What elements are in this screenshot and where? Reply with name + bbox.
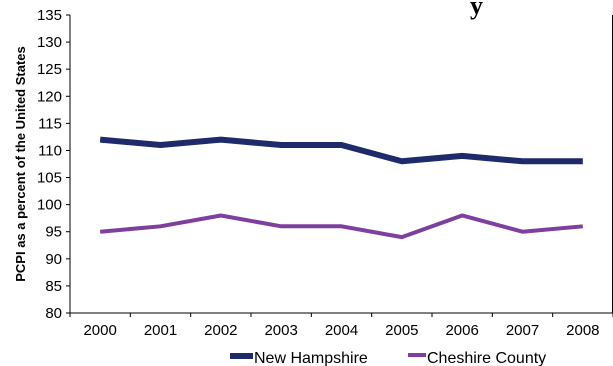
- x-tick-label: 2006: [445, 322, 478, 339]
- x-tick-label: 2000: [83, 322, 116, 339]
- legend: New Hampshire Cheshire County: [230, 350, 546, 366]
- plot-area: 80 85 90 95 100 105 110 115 120 125 130 135 2000 2001…: [37, 7, 613, 339]
- y-tick-label: 110: [38, 142, 62, 159]
- y-tick-label: 120: [37, 88, 62, 105]
- y-tick-label: 130: [37, 34, 62, 51]
- x-tick-label: 2002: [204, 322, 237, 339]
- y-tick-label: 100: [37, 197, 62, 214]
- y-tick-label: 115: [38, 115, 62, 132]
- legend-label: Cheshire County: [427, 350, 546, 366]
- y-tick-label: 95: [45, 224, 62, 241]
- chart-title: y: [470, 0, 483, 20]
- x-tick-label: 2005: [385, 322, 418, 339]
- y-tick-label: 125: [37, 61, 62, 78]
- legend-swatch: [230, 353, 253, 359]
- y-axis-title-group: PCPI as a percent of the United States: [13, 46, 28, 282]
- x-tick-label: 2001: [144, 322, 177, 339]
- y-tick-label: 105: [37, 170, 62, 187]
- y-tick-label: 135: [37, 7, 62, 24]
- x-tick-label: 2008: [566, 322, 599, 339]
- y-axis-title: PCPI as a percent of the United States: [13, 46, 28, 282]
- series-line-new-hampshire: [99, 136, 583, 165]
- x-tick-label: 2004: [325, 322, 358, 339]
- y-tick-label: 85: [45, 278, 62, 295]
- legend-swatch: [408, 353, 426, 357]
- legend-label: New Hampshire: [254, 350, 368, 366]
- x-tick-label: 2007: [506, 322, 539, 339]
- x-tick-label: 2003: [264, 322, 297, 339]
- y-tick-label: 80: [45, 305, 62, 322]
- y-tick-label: 90: [45, 251, 62, 268]
